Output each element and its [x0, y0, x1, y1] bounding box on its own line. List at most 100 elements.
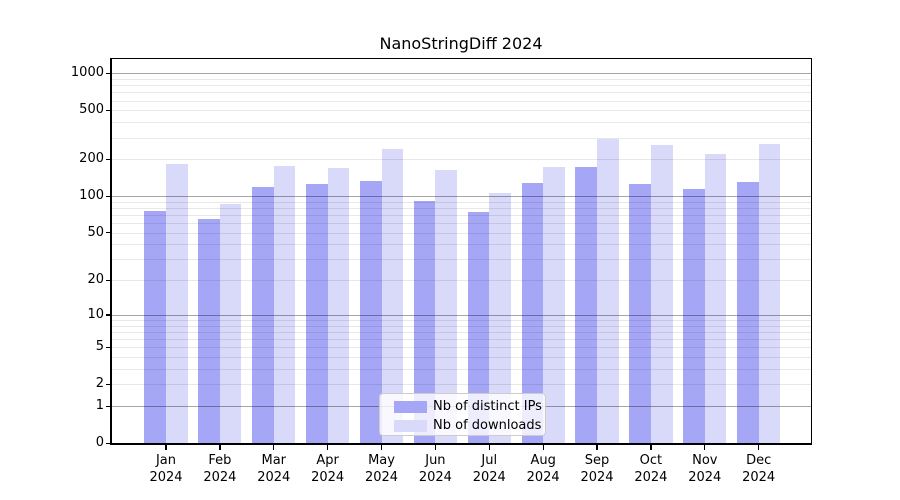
gridline-minor-7 — [112, 331, 811, 333]
gridline-minor-200 — [112, 159, 811, 161]
bar-distinct-ips-sep — [575, 167, 598, 444]
x-tick-month-nov: Nov — [692, 453, 718, 468]
y-tick-label-100: 100 — [79, 188, 104, 204]
bar-downloads-nov — [704, 153, 727, 444]
bar-distinct-ips-mar — [252, 186, 274, 444]
x-tick-label-jul: Jul 2024 — [459, 452, 519, 486]
x-tick-year-mar: 2024 — [257, 470, 291, 485]
gridline-minor-6 — [112, 339, 811, 341]
right-spine — [810, 58, 813, 445]
x-tick-year-feb: 2024 — [203, 470, 237, 485]
gridline-minor-900 — [112, 78, 811, 80]
bar-distinct-ips-oct — [629, 184, 651, 444]
gridline-major-1000 — [112, 73, 811, 75]
gridline-minor-70 — [112, 215, 811, 217]
y-tick-label-5: 5 — [95, 339, 104, 355]
bar-downloads-may — [381, 149, 404, 444]
x-tick-label-jun: Jun 2024 — [405, 452, 465, 486]
x-tick-year-aug: 2024 — [526, 470, 560, 485]
gridline-minor-40 — [112, 244, 811, 246]
legend-label-downloads: Nb of downloads — [433, 418, 542, 433]
gridline-minor-5 — [112, 347, 811, 349]
x-tick-label-nov: Nov 2024 — [675, 452, 735, 486]
gridline-minor-4 — [112, 357, 811, 359]
gridline-minor-600 — [112, 100, 811, 102]
y-tick-50 — [105, 232, 112, 234]
x-tick-year-may: 2024 — [364, 470, 399, 485]
gridline-minor-8 — [112, 325, 811, 327]
gridline-minor-90 — [112, 201, 811, 203]
gridline-minor-500 — [112, 110, 811, 112]
bar-downloads-oct — [650, 145, 673, 444]
y-tick-5 — [105, 346, 112, 349]
gridline-minor-60 — [112, 223, 811, 225]
bar-distinct-ips-jun — [413, 201, 436, 444]
gridline-major-100 — [112, 196, 811, 198]
bar-distinct-ips-dec — [737, 181, 759, 444]
gridline-minor-400 — [112, 122, 811, 124]
y-tick-label-50: 50 — [87, 224, 104, 240]
bar-distinct-ips-feb — [198, 218, 220, 444]
x-tick-feb — [219, 445, 221, 450]
y-tick-label-1: 1 — [95, 398, 104, 414]
gridline-minor-300 — [112, 137, 811, 139]
x-tick-year-jan: 2024 — [149, 470, 183, 485]
legend: Nb of distinct IPs Nb of downloads — [379, 393, 546, 436]
bar-distinct-ips-may — [359, 181, 382, 444]
x-tick-label-aug: Aug 2024 — [513, 452, 573, 486]
gridline-minor-700 — [112, 92, 811, 94]
bar-downloads-dec — [758, 144, 781, 444]
x-tick-year-jun: 2024 — [418, 470, 452, 485]
x-tick-year-dec: 2024 — [742, 470, 776, 485]
x-tick-label-jan: Jan 2024 — [136, 452, 196, 486]
gridline-minor-2 — [112, 384, 811, 386]
x-tick-month-aug: Aug — [530, 453, 556, 468]
bar-distinct-ips-aug — [521, 182, 544, 444]
y-tick-label-1000: 1000 — [70, 65, 104, 81]
gridline-minor-20 — [112, 280, 811, 282]
x-tick-aug — [542, 445, 544, 450]
x-tick-label-may: May 2024 — [352, 452, 412, 486]
x-tick-label-apr: Apr 2024 — [298, 452, 358, 486]
gridline-minor-9 — [112, 319, 811, 321]
x-tick-label-sep: Sep 2024 — [567, 452, 627, 486]
x-tick-month-dec: Dec — [746, 453, 772, 468]
bar-downloads-aug — [543, 166, 565, 444]
bottom-spine — [110, 443, 813, 445]
x-tick-jan — [165, 445, 167, 450]
gridline-major-10 — [112, 314, 811, 316]
y-tick-label-10: 10 — [87, 306, 104, 322]
bar-distinct-ips-jul — [467, 212, 490, 444]
top-spine — [110, 58, 813, 60]
y-tick-200 — [105, 158, 112, 160]
y-tick-100 — [105, 195, 112, 197]
y-tick-label-2: 2 — [95, 376, 104, 392]
bar-downloads-jun — [435, 170, 457, 444]
x-tick-month-may: May — [368, 453, 395, 468]
x-tick-jun — [434, 445, 437, 450]
plot-area — [112, 59, 811, 444]
y-tick-20 — [105, 279, 112, 281]
x-tick-mar — [273, 445, 275, 450]
x-tick-month-sep: Sep — [584, 453, 610, 468]
left-spine — [110, 58, 113, 445]
x-tick-label-feb: Feb 2024 — [190, 452, 250, 486]
x-tick-apr — [327, 445, 329, 450]
y-tick-label-20: 20 — [87, 272, 104, 288]
bar-downloads-jul — [489, 192, 511, 444]
x-tick-dec — [758, 445, 760, 450]
y-tick-0 — [105, 442, 112, 444]
bar-downloads-feb — [219, 203, 242, 444]
x-tick-month-jul: Jul — [481, 453, 498, 468]
x-tick-label-mar: Mar 2024 — [244, 452, 304, 486]
x-tick-month-oct: Oct — [639, 453, 663, 468]
x-tick-label-dec: Dec 2024 — [729, 452, 789, 486]
y-tick-2 — [105, 383, 112, 386]
x-tick-label-oct: Oct 2024 — [621, 452, 681, 486]
x-tick-month-apr: Apr — [316, 453, 339, 468]
x-tick-month-jun: Jun — [425, 453, 446, 468]
x-tick-year-nov: 2024 — [688, 470, 722, 485]
x-tick-month-jan: Jan — [155, 453, 177, 468]
chart-title: NanoStringDiff 2024 — [379, 34, 543, 53]
